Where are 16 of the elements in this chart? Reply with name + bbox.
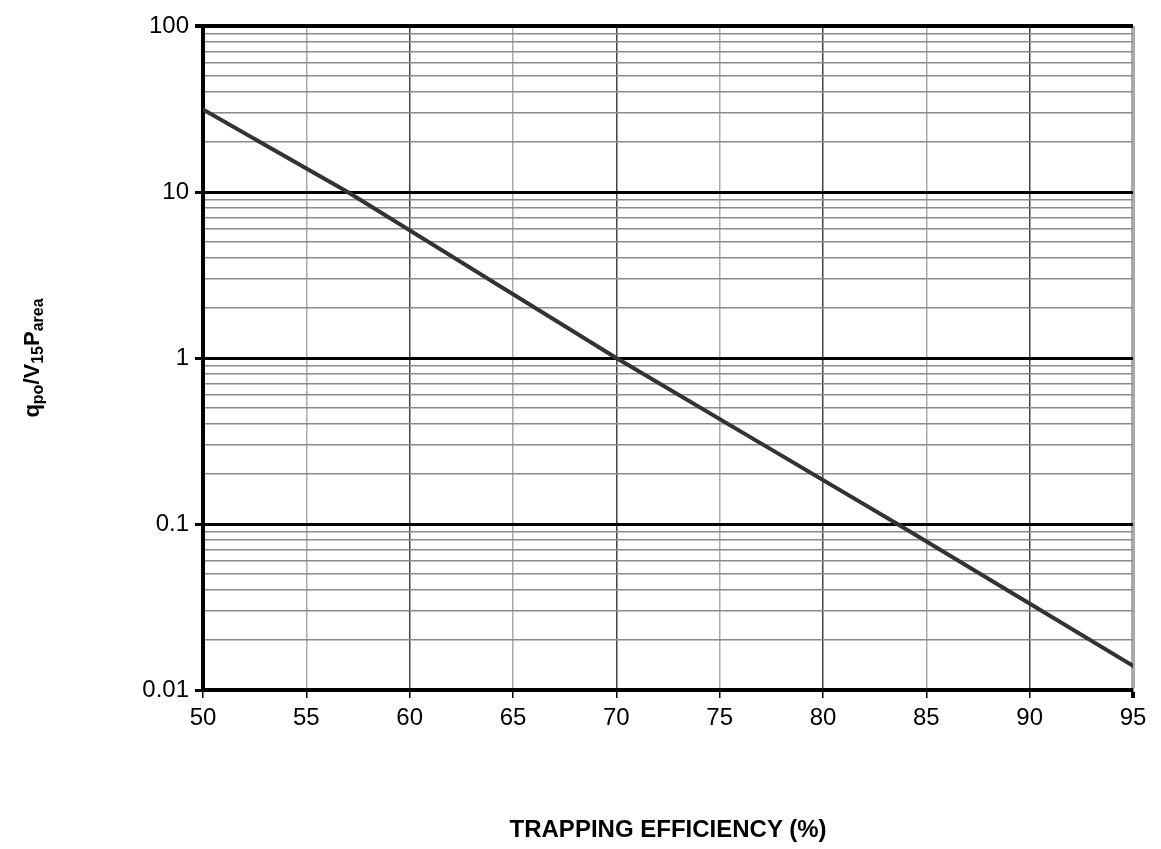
y-tick-label: 0.01 xyxy=(142,674,189,702)
x-tick-label: 50 xyxy=(189,703,217,731)
x-tick-label: 90 xyxy=(1016,703,1044,731)
x-tick-label: 95 xyxy=(1119,703,1147,731)
x-tick-label: 60 xyxy=(396,703,424,731)
x-axis-title: TRAPPING EFFICIENCY (%) xyxy=(509,815,827,843)
y-tick-label: 0.1 xyxy=(155,508,189,536)
x-tick-label: 85 xyxy=(912,703,940,731)
x-tick-label: 55 xyxy=(292,703,320,731)
y-tick-label: 100 xyxy=(148,10,189,38)
y-tick-label: 1 xyxy=(175,342,189,370)
x-tick-label: 70 xyxy=(602,703,630,731)
x-tick-label: 75 xyxy=(706,703,734,731)
y-tick-label: 10 xyxy=(162,176,189,204)
x-tick-label: 65 xyxy=(499,703,527,731)
x-tick-label: 80 xyxy=(809,703,837,731)
